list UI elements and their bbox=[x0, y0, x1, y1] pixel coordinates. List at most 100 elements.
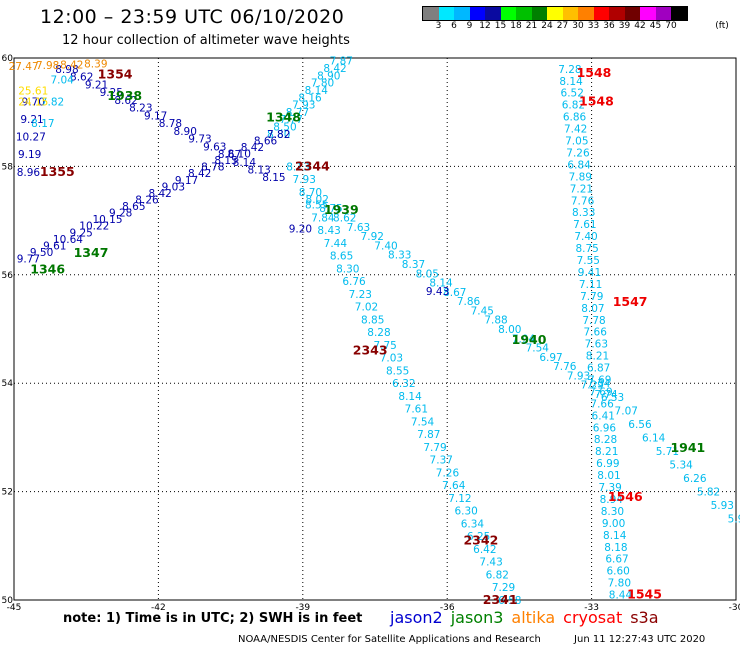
wave-value: 6.84 bbox=[567, 159, 591, 171]
colorbar-label: 3 bbox=[435, 21, 442, 31]
colorbar-swatch bbox=[609, 7, 625, 20]
colorbar-label: 27 bbox=[556, 21, 569, 31]
wave-value: 7.69 bbox=[588, 375, 611, 387]
wave-value: 6.76 bbox=[342, 276, 366, 288]
wave-value: 6.34 bbox=[461, 518, 485, 530]
wave-value: 7.89 bbox=[569, 171, 592, 183]
wave-value: 9.21 bbox=[20, 114, 43, 126]
wave-value: 8.28 bbox=[594, 434, 617, 446]
wave-value: 7.75 bbox=[373, 340, 396, 352]
wave-value: 9.25 bbox=[100, 87, 123, 99]
wave-value: 9.77 bbox=[17, 254, 40, 266]
wave-value: 8.18 bbox=[604, 542, 627, 554]
wave-value: 8.42 bbox=[323, 63, 346, 75]
wave-value: 6.52 bbox=[561, 88, 584, 100]
wave-value: 8.70 bbox=[299, 187, 322, 199]
pass-label: 1548 bbox=[579, 93, 614, 108]
colorbar-swatch bbox=[423, 7, 439, 20]
wave-value: 8.17 bbox=[31, 118, 54, 130]
wave-value: 25.61 bbox=[18, 86, 48, 98]
wave-value: 8.30 bbox=[601, 506, 624, 518]
wave-value: 7.61 bbox=[573, 219, 596, 231]
wave-value: 6.42 bbox=[473, 544, 496, 556]
pass-label: 1355 bbox=[40, 164, 75, 179]
wave-value: 7.43 bbox=[479, 557, 502, 569]
wave-value: 8.02 bbox=[306, 194, 329, 206]
y-tick-label: 50 bbox=[2, 596, 14, 606]
colorbar-swatch bbox=[531, 7, 547, 20]
wave-value: 8.55 bbox=[386, 365, 409, 377]
wave-value: 7.76 bbox=[553, 361, 577, 373]
wave-value: 8.77 bbox=[286, 107, 309, 119]
colorbar-swatch bbox=[562, 7, 578, 20]
pass-label: 1939 bbox=[324, 202, 359, 217]
wave-value: 8.55 bbox=[305, 200, 328, 212]
wave-value: 7.80 bbox=[311, 78, 334, 90]
legend-item: jason2 bbox=[390, 608, 443, 627]
colorbar-swatch bbox=[516, 7, 532, 20]
wave-value: 7.26 bbox=[436, 467, 460, 479]
wave-value: 8.21 bbox=[586, 351, 609, 363]
grid-lines bbox=[13, 57, 737, 601]
wave-value: 7.69 bbox=[589, 386, 612, 398]
colorbar-swatch bbox=[655, 7, 671, 20]
wave-value: 7.63 bbox=[585, 339, 608, 351]
colorbar-label: 6 bbox=[451, 21, 457, 31]
wave-value: 6.60 bbox=[606, 566, 629, 578]
colorbar-label: 9 bbox=[466, 21, 473, 31]
wave-value: 9.41 bbox=[578, 267, 601, 279]
pass-label: 1547 bbox=[613, 294, 648, 309]
wave-value: 9.25 bbox=[69, 227, 92, 239]
wave-value: 7.82 bbox=[267, 129, 290, 141]
legend-item: cryosat bbox=[563, 608, 623, 627]
wave-value: 8.65 bbox=[330, 251, 353, 263]
wave-value: 8.10 bbox=[228, 149, 251, 161]
wave-value: 7.02 bbox=[355, 302, 378, 314]
pass-label: 2342 bbox=[463, 532, 498, 547]
wave-value: 9.20 bbox=[289, 224, 312, 236]
wave-value: 8.94 bbox=[600, 494, 624, 506]
wave-value: 7.93 bbox=[292, 100, 315, 112]
wave-value: 6.32 bbox=[392, 378, 415, 390]
pass-label: 1938 bbox=[107, 88, 142, 103]
wave-value: 8.50 bbox=[273, 122, 296, 134]
y-tick-label: 56 bbox=[2, 271, 14, 281]
wave-value: 7.82 bbox=[41, 96, 64, 108]
wave-value: 7.34 bbox=[587, 378, 611, 390]
wave-value: 8.78 bbox=[201, 162, 224, 174]
pass-label: 1548 bbox=[577, 65, 612, 80]
wave-value: 7.79 bbox=[423, 442, 446, 454]
footer-credit: NOAA/NESDIS Center for Satellite Applica… bbox=[238, 634, 735, 645]
colorbar-label: 33 bbox=[587, 21, 600, 31]
wave-value: 8.33 bbox=[572, 207, 595, 219]
wave-value: 7.12 bbox=[448, 493, 471, 505]
colorbar-swatch bbox=[671, 7, 687, 20]
wave-value: 8.42 bbox=[60, 59, 83, 71]
wave-value: 7.84 bbox=[311, 212, 335, 224]
colorbar-swatch bbox=[624, 7, 640, 20]
wave-value: 9.61 bbox=[43, 240, 66, 252]
colorbar-swatch bbox=[593, 7, 609, 20]
pass-label: 1347 bbox=[74, 245, 109, 260]
pass-label: 1354 bbox=[98, 66, 133, 81]
wave-value: 8.85 bbox=[361, 314, 384, 326]
wave-value: 8.42 bbox=[241, 142, 264, 154]
wave-value: 7.92 bbox=[361, 231, 384, 243]
wave-value: 6.41 bbox=[592, 410, 615, 422]
wave-value: 6.25 bbox=[467, 531, 490, 543]
wave-value: 9.17 bbox=[175, 175, 198, 187]
axis-ticks: -45 -42 -39 -36 -33 -30 50 52 54 56 58 60 bbox=[2, 54, 740, 613]
wave-value: 10.15 bbox=[92, 214, 122, 226]
wave-value: 7.66 bbox=[590, 398, 614, 410]
pass-label: 1941 bbox=[670, 440, 705, 455]
wave-value: 7.93 bbox=[293, 174, 316, 186]
x-tick-label: -42 bbox=[151, 603, 166, 613]
colorbar-label: 45 bbox=[649, 21, 662, 31]
colorbar bbox=[422, 6, 688, 21]
colorbar-label: 18 bbox=[510, 21, 522, 31]
colorbar-swatch bbox=[500, 7, 516, 20]
wave-value: 8.42 bbox=[188, 168, 211, 180]
wave-value: 27.47 bbox=[9, 61, 39, 73]
wave-value: 8.42 bbox=[148, 188, 171, 200]
